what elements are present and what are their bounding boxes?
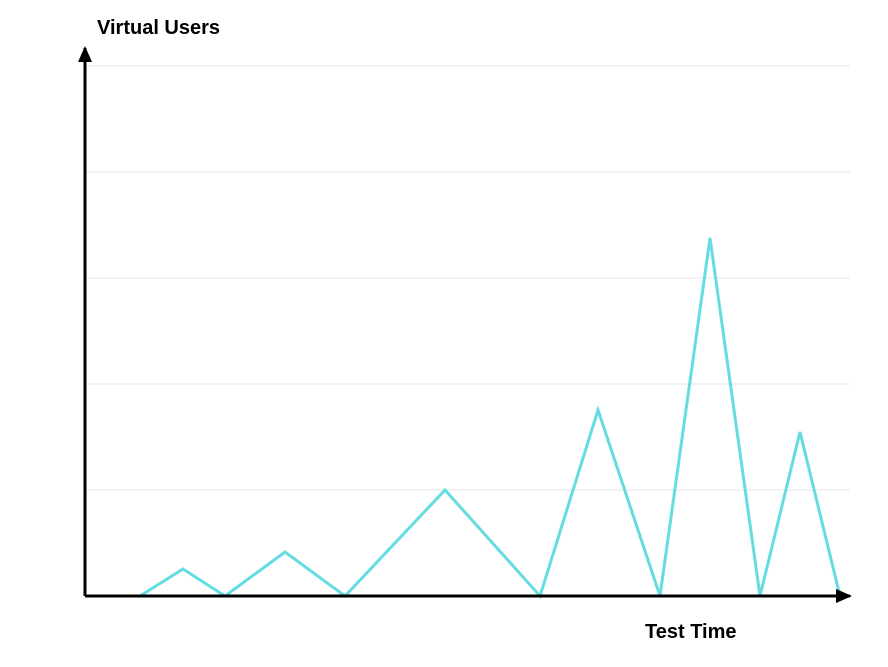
chart-svg [0, 0, 888, 662]
y-axis-label: Virtual Users [97, 17, 220, 40]
line-chart: Virtual Users Test Time [0, 0, 888, 662]
x-axis-label: Test Time [645, 621, 737, 644]
